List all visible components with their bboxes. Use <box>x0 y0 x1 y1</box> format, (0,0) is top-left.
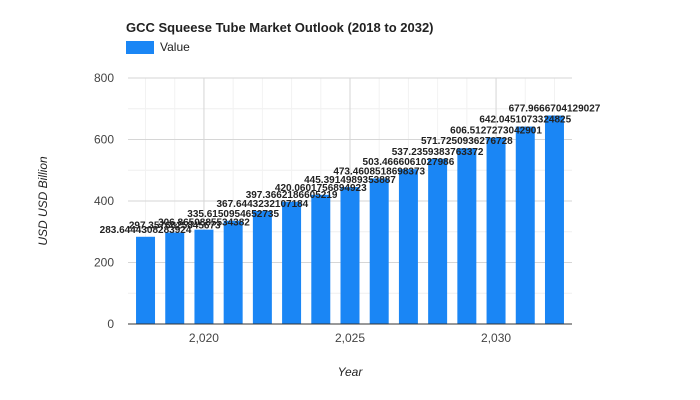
data-label: 367.6443232107184 <box>216 199 308 210</box>
data-label: 473.4608518698373 <box>333 166 425 177</box>
y-tick-label: 600 <box>94 133 114 147</box>
bar-layer <box>136 115 564 325</box>
data-label: 503.4666061027986 <box>363 157 455 168</box>
legend: Value <box>126 40 190 54</box>
bar <box>544 115 564 325</box>
data-label: 397.3662186605219 <box>246 190 338 201</box>
y-tick-label: 200 <box>94 256 114 270</box>
bar <box>340 187 360 324</box>
y-tick-label: 0 <box>107 317 114 331</box>
data-label: 283.6444308283924 <box>100 225 192 236</box>
data-label: 297.3576825845673 <box>129 221 221 232</box>
data-label: 537.2359383763372 <box>392 147 484 158</box>
axis-layer: 0 200 400 600 800 2,020 2,025 2,030 <box>94 71 572 345</box>
data-label: 306.8650885534382 <box>158 218 250 229</box>
bar <box>486 137 506 324</box>
legend-label: Value <box>160 40 190 54</box>
data-label: 420.0601756894923 <box>275 183 367 194</box>
bar <box>311 194 331 324</box>
bar <box>136 236 156 324</box>
data-label: 445.3914989353887 <box>304 175 396 186</box>
chart-title: GCC Squeese Tube Market Outlook (2018 to… <box>126 20 434 35</box>
bar <box>398 169 418 324</box>
bar <box>369 178 389 324</box>
data-label: 571.7250936276728 <box>421 136 513 147</box>
x-tick-label: 2,025 <box>335 331 365 345</box>
bar <box>194 229 214 324</box>
bar <box>428 158 448 324</box>
bar <box>457 148 477 324</box>
bar <box>515 126 535 324</box>
bar <box>223 220 243 324</box>
x-tick-label: 2,020 <box>189 331 219 345</box>
data-label: 677.9666704129027 <box>509 104 601 115</box>
bar <box>165 232 185 324</box>
x-tick-label: 2,030 <box>481 331 511 345</box>
legend-swatch <box>126 40 154 54</box>
y-tick-label: 400 <box>94 194 114 208</box>
label-layer: 283.6444308283924297.3576825845673306.86… <box>100 104 601 236</box>
bar <box>252 210 272 324</box>
y-axis-title: USD USD Billion <box>36 156 50 246</box>
bar <box>282 201 302 324</box>
data-label: 335.6150954652735 <box>187 209 279 220</box>
x-axis-title: Year <box>338 365 364 379</box>
data-label: 642.0451073324825 <box>479 115 571 126</box>
data-label: 606.5127273042901 <box>450 125 542 136</box>
y-tick-label: 800 <box>94 71 114 85</box>
